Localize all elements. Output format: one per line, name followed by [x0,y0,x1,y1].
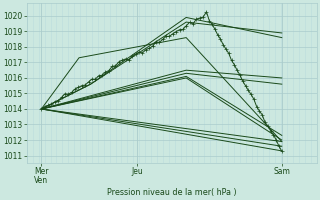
X-axis label: Pression niveau de la mer( hPa ): Pression niveau de la mer( hPa ) [107,188,236,197]
